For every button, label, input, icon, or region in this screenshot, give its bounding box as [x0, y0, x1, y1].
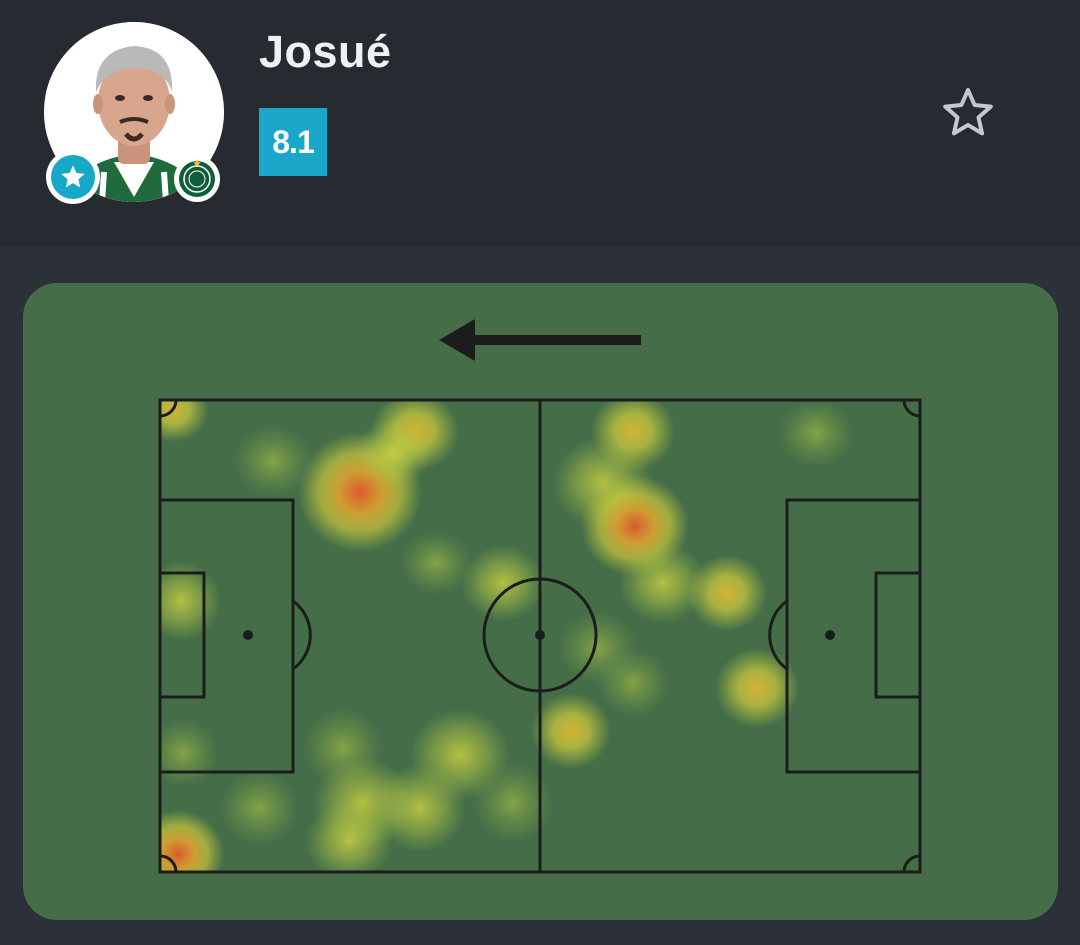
star-icon [51, 155, 95, 199]
favorite-button[interactable] [938, 84, 998, 144]
player-header: Josué 8.1 [0, 0, 1080, 246]
club-crest-icon [174, 156, 220, 202]
player-avatar-wrap[interactable] [44, 22, 224, 204]
heatmap-card [23, 283, 1058, 920]
heatmap-pitch [158, 319, 922, 874]
pitch-spots [243, 630, 835, 640]
player-star-badge [46, 150, 100, 204]
player-avatar[interactable] [44, 22, 224, 202]
star-outline-icon[interactable] [938, 84, 998, 144]
arrow-left-icon [439, 319, 641, 361]
player-photo [44, 22, 224, 202]
player-name: Josué [259, 26, 392, 77]
player-rating-badge: 8.1 [259, 108, 327, 176]
heatmap-layer [160, 400, 854, 872]
